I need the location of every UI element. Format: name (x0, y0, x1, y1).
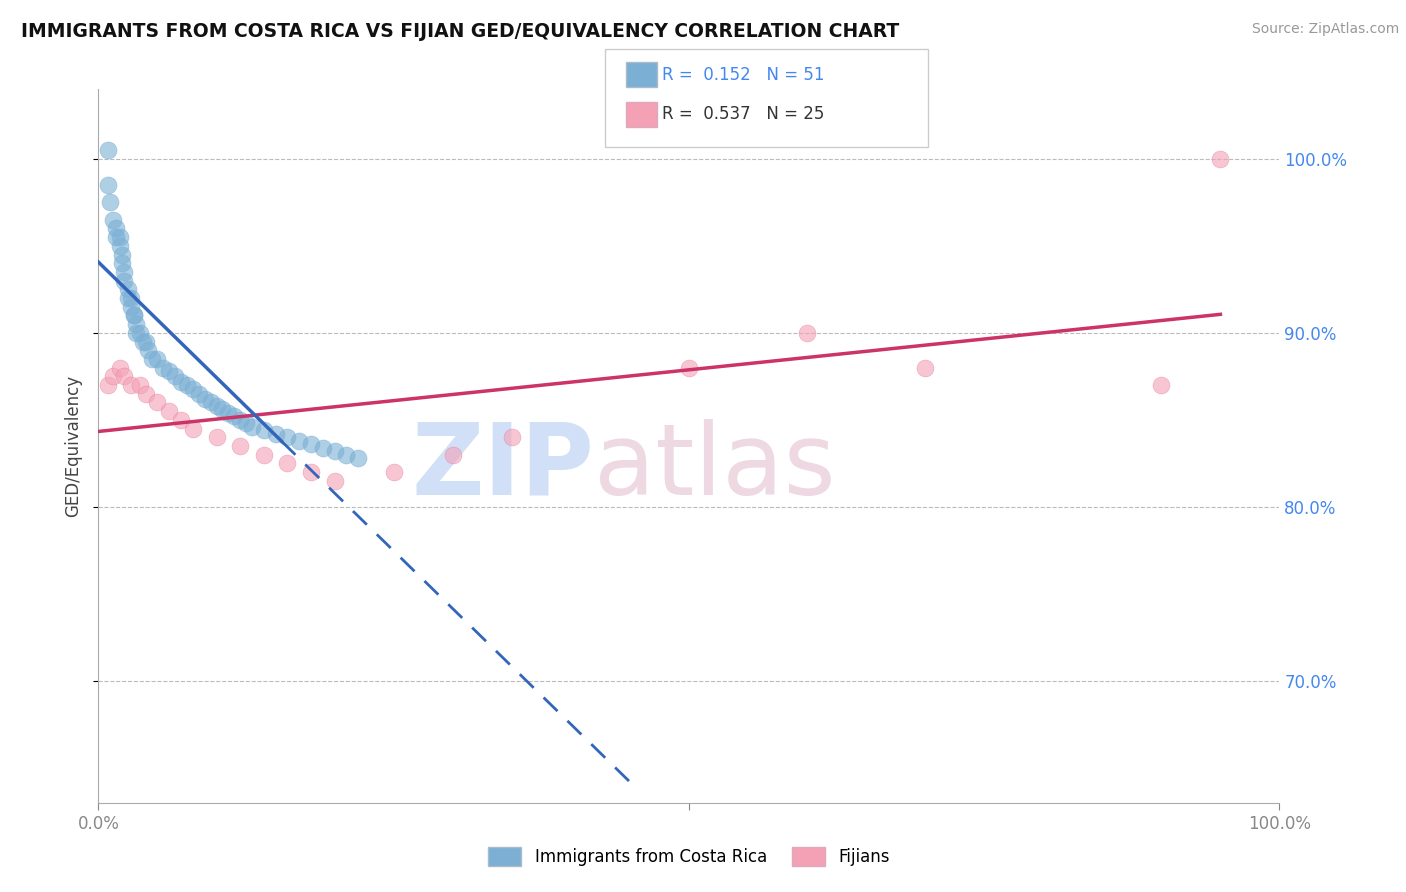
Point (141, 351, 163, 366)
Point (108, 360, 131, 375)
Point (128, 378, 150, 392)
Point (97, 178, 120, 192)
Point (229, 413, 252, 427)
Point (276, 430, 298, 444)
Point (121, 378, 143, 392)
Point (170, 413, 193, 427)
Legend: Immigrants from Costa Rica, Fijians: Immigrants from Costa Rica, Fijians (481, 840, 897, 873)
Point (117, 291, 139, 305)
Point (101, 212, 124, 227)
Point (347, 451, 370, 466)
Point (205, 399, 228, 413)
Point (128, 326, 150, 340)
Point (112, 274, 135, 288)
Point (111, 256, 134, 270)
Point (135, 386, 157, 401)
Text: ZIP: ZIP (412, 419, 595, 516)
Point (98, 195, 121, 210)
Point (914, 360, 936, 375)
Point (146, 395, 169, 409)
Text: R =  0.152   N = 51: R = 0.152 N = 51 (662, 66, 825, 84)
Point (108, 239, 131, 253)
Y-axis label: GED/Equivalency: GED/Equivalency (63, 375, 82, 517)
Point (146, 351, 169, 366)
Point (181, 421, 204, 435)
Point (194, 392, 217, 406)
Point (240, 420, 263, 434)
Point (382, 465, 405, 479)
Point (323, 474, 346, 488)
Point (122, 309, 145, 323)
Point (125, 317, 148, 331)
Text: atlas: atlas (595, 419, 837, 516)
Point (276, 457, 298, 471)
Point (108, 230, 131, 244)
Text: IMMIGRANTS FROM COSTA RICA VS FIJIAN GED/EQUIVALENCY CORRELATION CHART: IMMIGRANTS FROM COSTA RICA VS FIJIAN GED… (21, 22, 900, 41)
Point (299, 437, 322, 451)
Point (125, 326, 148, 340)
Point (170, 375, 193, 389)
Point (97, 143, 120, 157)
Point (501, 430, 523, 444)
Point (111, 247, 134, 261)
Point (229, 439, 252, 453)
Point (235, 417, 257, 431)
Point (312, 441, 335, 455)
Text: R =  0.537   N = 25: R = 0.537 N = 25 (662, 105, 824, 123)
Point (200, 395, 222, 409)
Point (1150, 378, 1173, 392)
Text: Source: ZipAtlas.com: Source: ZipAtlas.com (1251, 22, 1399, 37)
Point (211, 402, 233, 417)
Point (1209, 152, 1232, 166)
Point (176, 378, 198, 392)
Point (335, 448, 357, 462)
Point (224, 409, 246, 424)
Point (288, 434, 311, 448)
Point (264, 426, 287, 441)
Point (121, 291, 143, 305)
Point (101, 369, 124, 384)
Point (132, 334, 155, 349)
Point (678, 360, 700, 375)
Point (187, 386, 209, 401)
Point (105, 230, 128, 244)
Point (135, 334, 157, 349)
Point (122, 309, 145, 323)
Point (165, 369, 187, 384)
Point (217, 406, 239, 420)
Point (136, 343, 159, 358)
Point (181, 382, 204, 396)
Point (121, 300, 143, 314)
Point (157, 404, 180, 418)
Point (117, 282, 139, 296)
Point (323, 444, 346, 458)
Point (299, 465, 322, 479)
Point (105, 221, 128, 235)
Point (112, 265, 135, 279)
Point (205, 430, 228, 444)
Point (112, 369, 135, 384)
Point (157, 364, 180, 378)
Point (796, 326, 818, 340)
Point (253, 448, 276, 462)
Point (152, 360, 174, 375)
Point (441, 448, 464, 462)
Point (253, 423, 276, 437)
Point (97, 378, 120, 392)
